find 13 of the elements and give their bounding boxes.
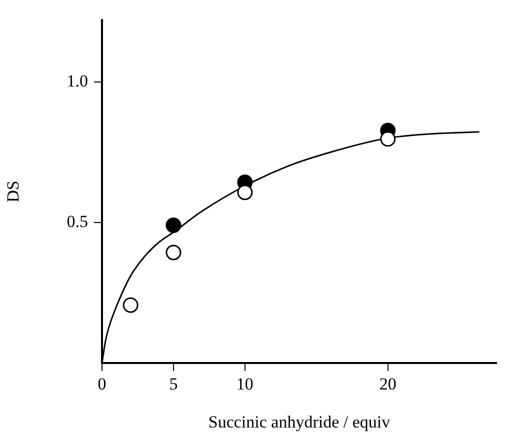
x-tick-label: 20 [379,374,396,394]
point [166,244,182,260]
y-tick-label: 1.0 [66,71,88,90]
point [237,184,253,200]
x-tick-label: 0 [98,374,106,394]
point [380,131,396,147]
x-tick-label: 10 [236,374,254,394]
point [166,217,182,233]
x-axis-title: Succinic anhydride / equiv [208,412,391,432]
y-tick-label: 0.5 [66,212,88,231]
point [122,297,138,313]
x-tick-label: 5 [169,374,178,394]
y-axis-title: DS [4,180,23,202]
